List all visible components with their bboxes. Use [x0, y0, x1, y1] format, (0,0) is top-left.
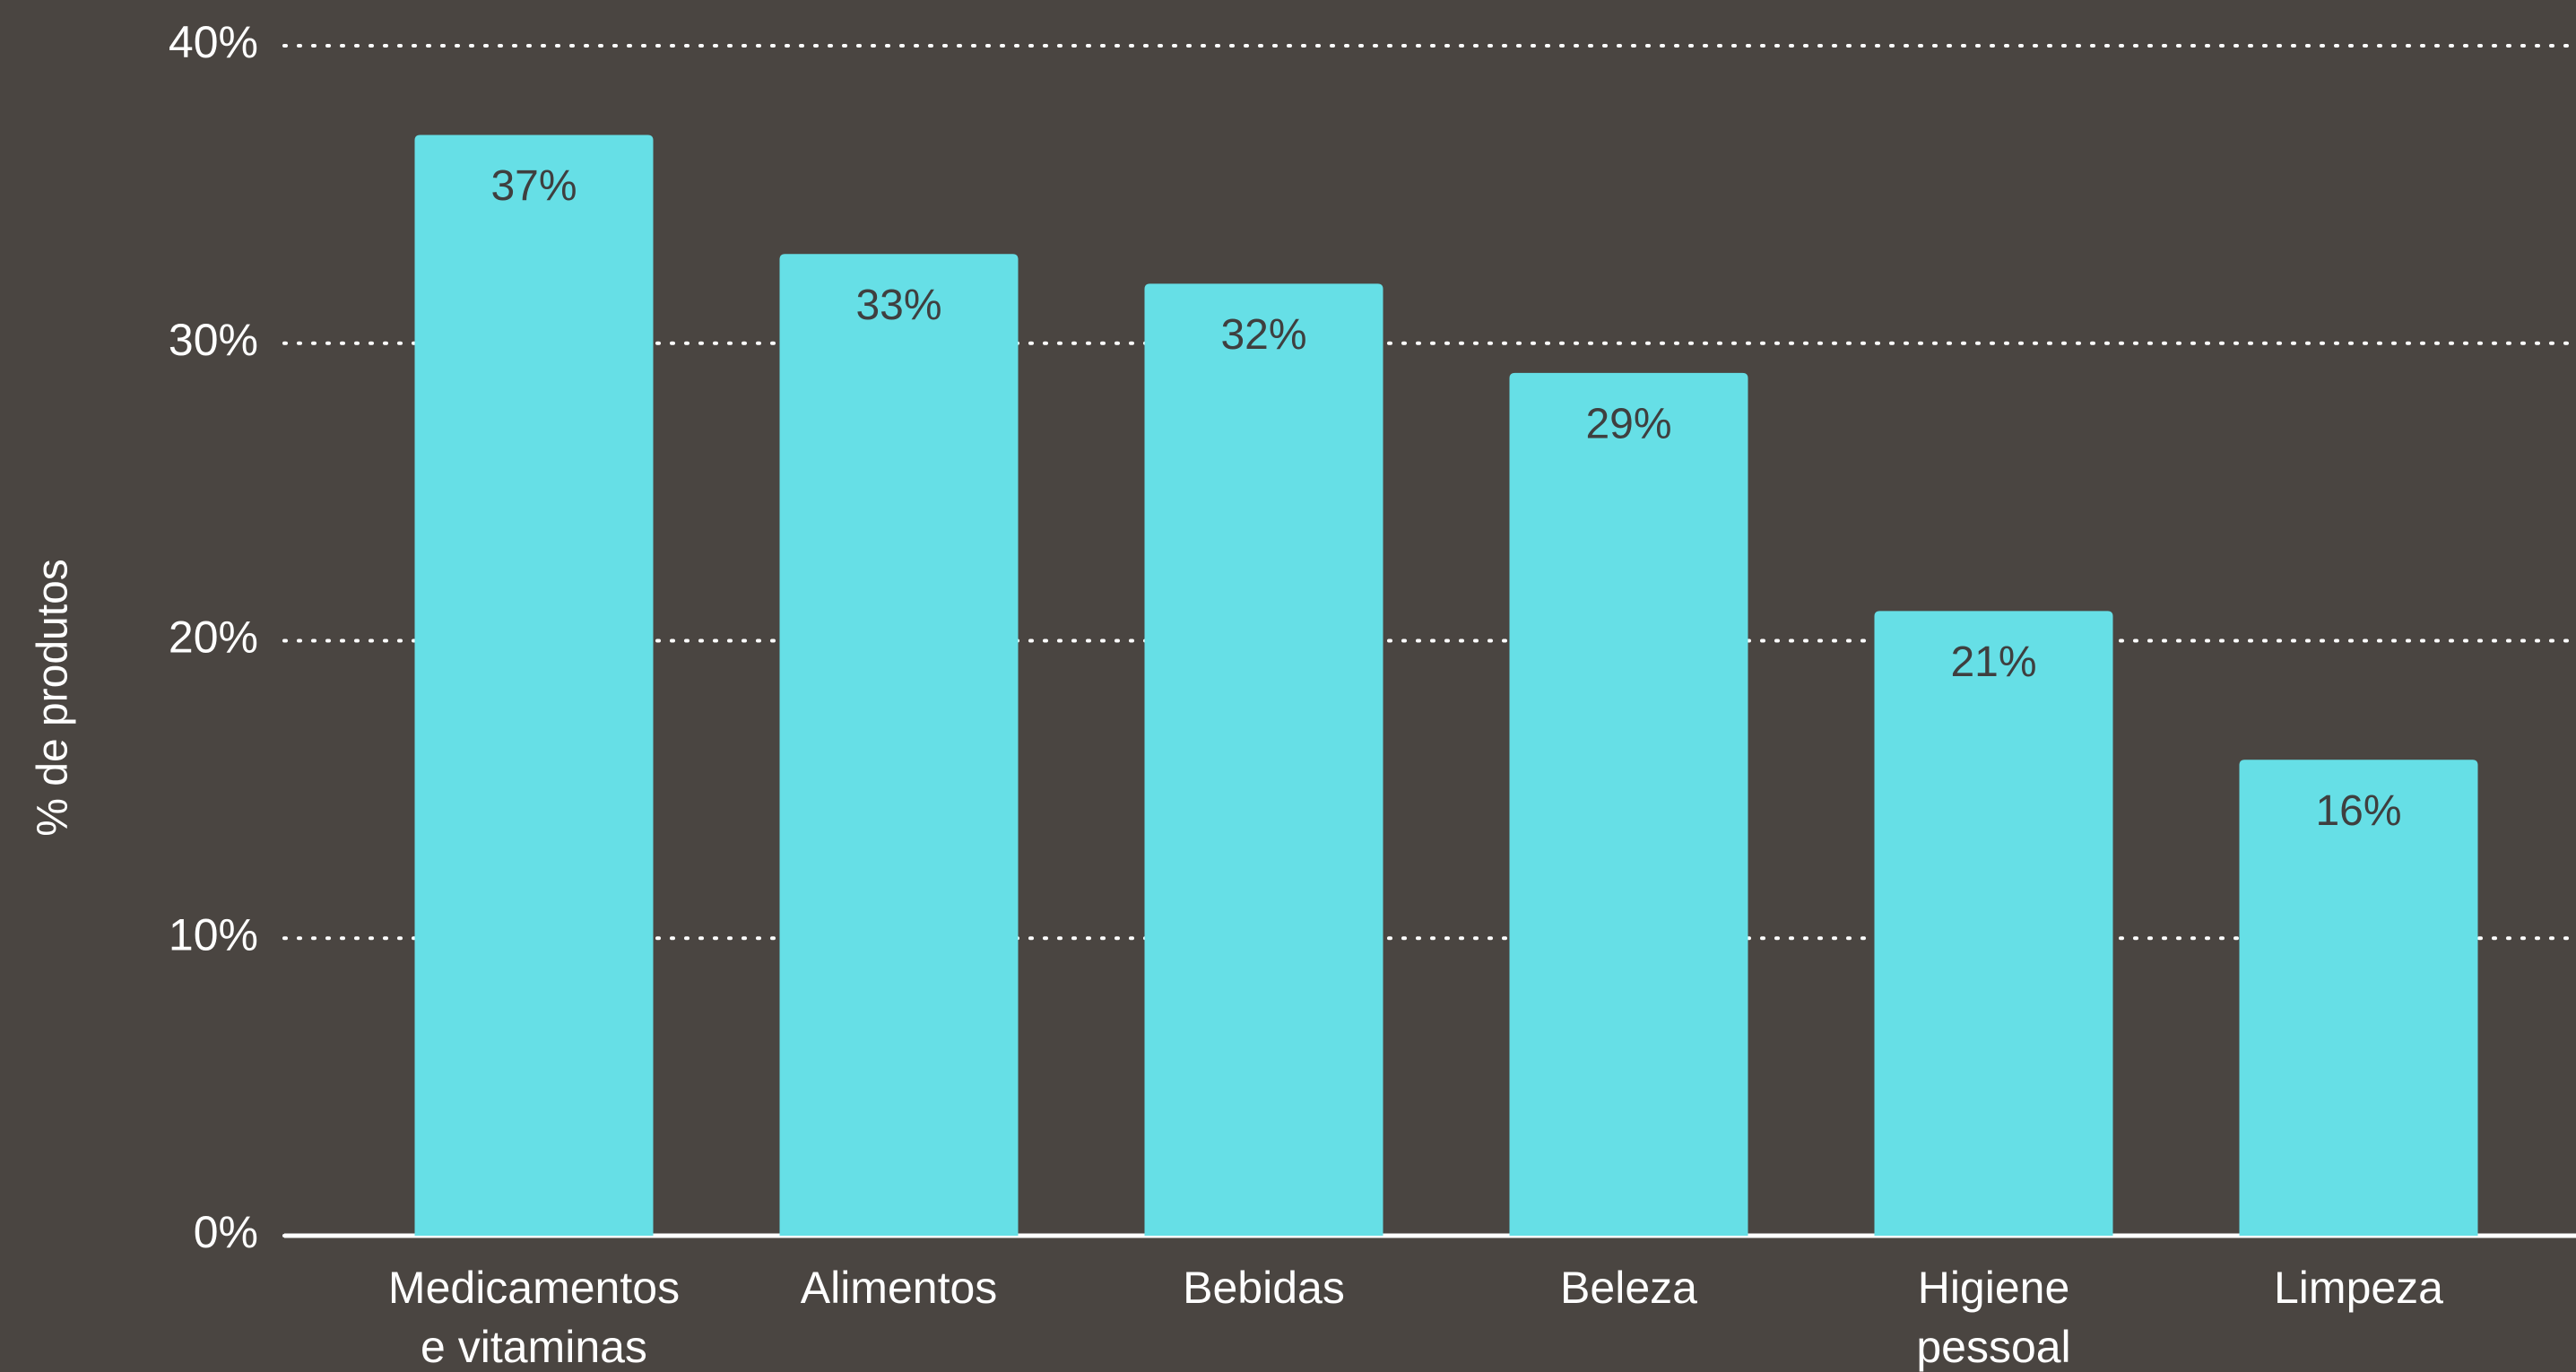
value-label: 29% — [1585, 401, 1671, 448]
y-tick-label: 20% — [169, 612, 258, 663]
bar — [1509, 372, 1748, 1236]
value-label: 16% — [2315, 787, 2401, 835]
y-tick-label: 0% — [194, 1207, 258, 1257]
bar — [414, 135, 654, 1236]
value-label: 33% — [855, 282, 941, 329]
x-tick-label: Bebidas — [1183, 1263, 1345, 1313]
bar — [1144, 283, 1383, 1236]
bar — [779, 254, 1019, 1237]
x-tick-label: Alimentos — [801, 1263, 998, 1313]
x-tick-label: Beleza — [1560, 1263, 1697, 1313]
x-tick-label: Higiene pessoal — [1916, 1263, 2070, 1372]
y-tick-label: 30% — [169, 315, 258, 365]
value-label: 37% — [490, 162, 577, 210]
x-tick-label: Limpeza — [2274, 1263, 2443, 1313]
y-axis-label: % de produtos — [30, 559, 77, 837]
y-tick-label: 40% — [169, 17, 258, 67]
x-tick-label: Medicamentos e vitaminas — [388, 1263, 680, 1372]
bar — [1874, 611, 2113, 1236]
bar — [2239, 760, 2478, 1236]
y-tick-label: 10% — [169, 909, 258, 960]
value-label: 32% — [1220, 311, 1306, 359]
value-label: 21% — [1950, 638, 2036, 686]
